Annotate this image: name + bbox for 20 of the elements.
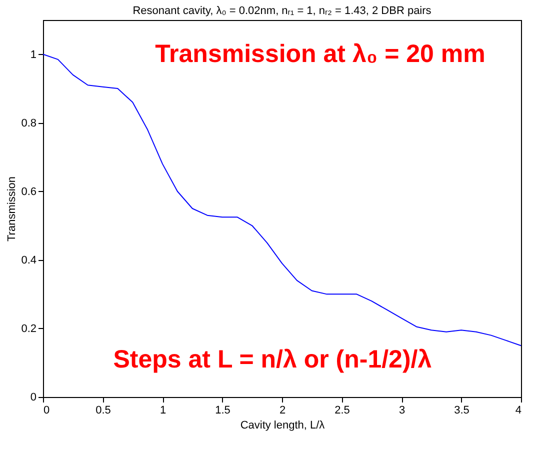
annotation: Transmission at λ₀ = 20 mm: [155, 40, 486, 68]
y-tick-label: 0.2: [21, 322, 36, 335]
x-tick-label: 2.5: [334, 404, 350, 416]
y-tick-label: 0.4: [21, 254, 36, 266]
y-tick-label: 0.8: [21, 117, 36, 130]
annotation: Steps at L = n/λ or (n-1/2)/λ: [113, 345, 432, 374]
x-tick-label: 2: [279, 404, 286, 416]
x-tick-label: 0.5: [96, 404, 111, 416]
x-tick-label: 4: [515, 404, 522, 416]
x-tick-label: 3: [398, 404, 406, 416]
y-axis-title: Transmission: [6, 176, 18, 242]
y-tick-label: 0: [30, 392, 36, 404]
x-tick-label: 3.5: [454, 404, 470, 416]
x-tick-label: 1: [160, 404, 166, 416]
y-tick-label: 1: [30, 48, 36, 61]
chart-title: Resonant cavity, λ₀ = 0.02nm, nᵣ₁ = 1, nᵣ₂ = 1.43, 2 DBR pairs: [132, 5, 432, 17]
y-tick-label: 0.6: [21, 186, 36, 198]
x-tick-label: 1.5: [215, 404, 230, 416]
x-axis-title: Cavity length, L/λ: [240, 420, 326, 432]
x-tick-label: 0: [44, 404, 50, 416]
